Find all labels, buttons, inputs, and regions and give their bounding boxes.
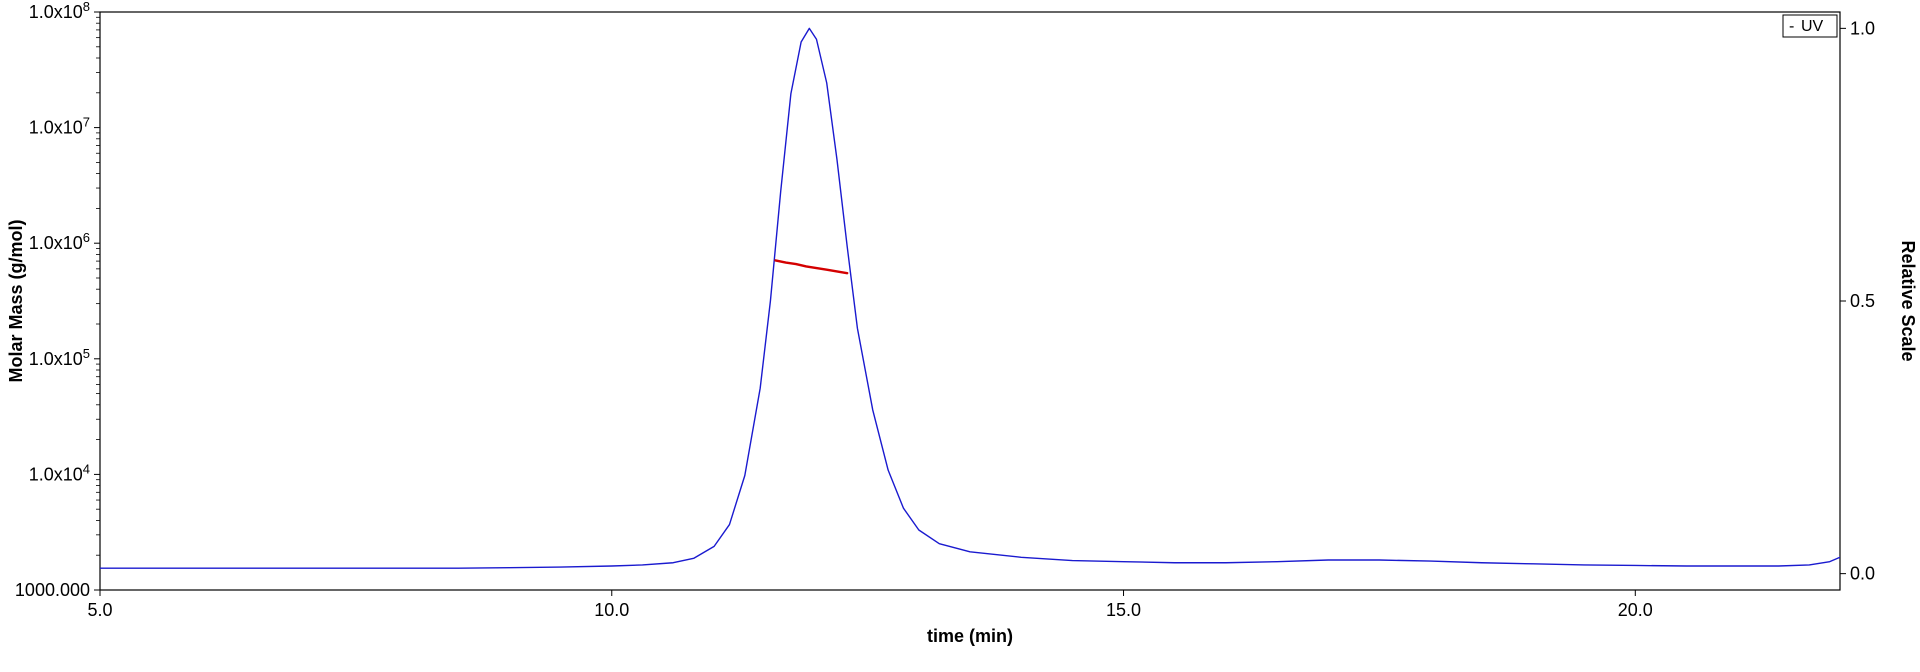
y-left-axis-label: Molar Mass (g/mol) xyxy=(6,219,26,382)
y-right-tick-label: 1.0 xyxy=(1850,18,1875,38)
y-left-tick-label: 1.0x104 xyxy=(29,461,90,485)
legend-label: UV xyxy=(1801,18,1824,35)
x-axis-label: time (min) xyxy=(927,626,1013,646)
x-tick-label: 10.0 xyxy=(594,600,629,620)
x-tick-label: 5.0 xyxy=(87,600,112,620)
series-uv xyxy=(100,28,1840,568)
series-molarmass xyxy=(776,260,848,273)
y-left-tick-label: 1.0x105 xyxy=(29,345,90,369)
chromatogram-chart: 5.0 10.0 15.0 20.0 time (min) 1000.000 1.0x104… xyxy=(0,0,1920,672)
chart-svg: 5.0 10.0 15.0 20.0 time (min) 1000.000 1.0x104… xyxy=(0,0,1920,672)
y-left-tick-label: 1000.000 xyxy=(15,580,90,600)
y-right-axis-label: Relative Scale xyxy=(1898,240,1918,361)
y-left-tick-label: 1.0x108 xyxy=(29,0,90,22)
x-tick-label: 20.0 xyxy=(1618,600,1653,620)
y-right-tick-label: 0.5 xyxy=(1850,291,1875,311)
y-left-tick-label: 1.0x106 xyxy=(29,230,90,254)
plot-border xyxy=(100,12,1840,590)
legend-marker: - xyxy=(1789,18,1794,35)
y-right-tick-label: 0.0 xyxy=(1850,564,1875,584)
x-tick-label: 15.0 xyxy=(1106,600,1141,620)
y-left-tick-label: 1.0x107 xyxy=(29,114,90,138)
